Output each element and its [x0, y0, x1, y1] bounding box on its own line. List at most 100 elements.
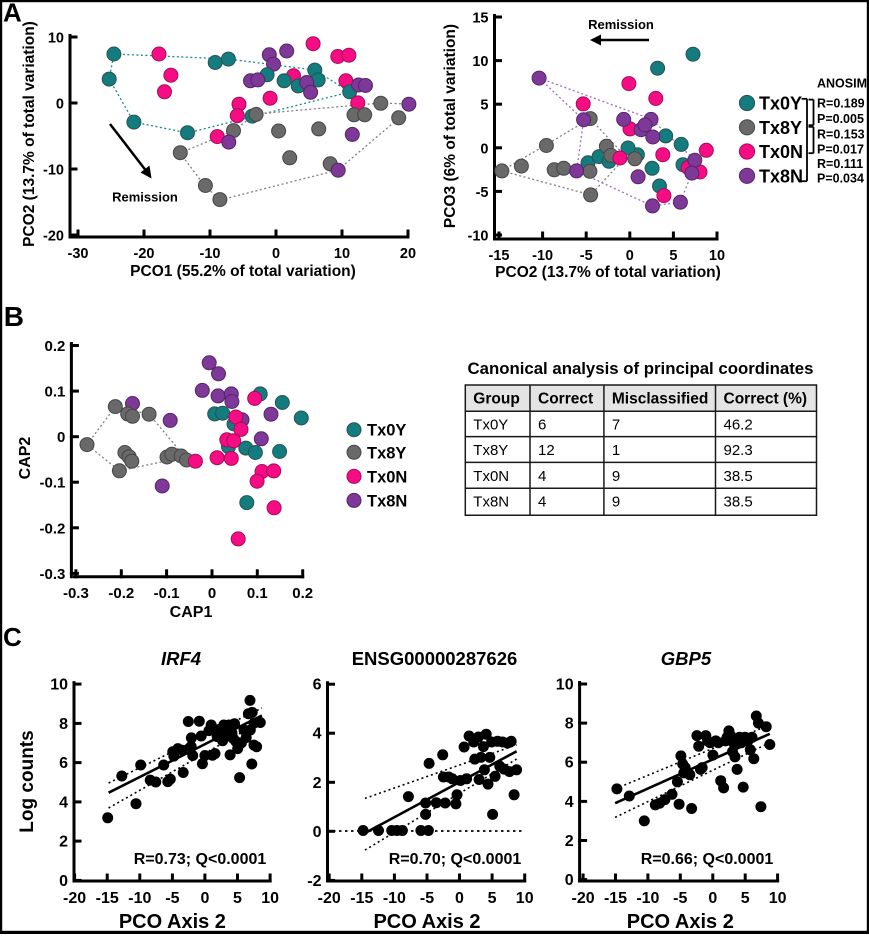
- svg-text:38.5: 38.5: [724, 494, 753, 511]
- svg-text:R=0.153: R=0.153: [817, 128, 865, 142]
- svg-text:Correct: Correct: [538, 391, 593, 408]
- svg-text:-10: -10: [200, 246, 221, 262]
- svg-text:10: 10: [50, 677, 68, 694]
- svg-text:38.5: 38.5: [724, 468, 753, 485]
- svg-text:0: 0: [272, 246, 280, 262]
- svg-text:4: 4: [59, 794, 68, 811]
- svg-text:-5: -5: [580, 248, 593, 264]
- svg-text:Remission: Remission: [112, 190, 178, 205]
- svg-text:-15: -15: [96, 890, 119, 907]
- svg-text:8: 8: [565, 716, 574, 733]
- svg-text:15: 15: [472, 11, 488, 27]
- svg-text:R=0.73; Q<0.0001: R=0.73; Q<0.0001: [134, 851, 267, 868]
- svg-text:0: 0: [59, 873, 68, 890]
- svg-text:Canonical analysis of principa: Canonical analysis of principal coordina…: [468, 359, 814, 378]
- svg-text:CAP1: CAP1: [170, 604, 213, 621]
- svg-text:-0.1: -0.1: [154, 585, 180, 602]
- svg-text:-0.1: -0.1: [40, 475, 66, 492]
- svg-text:A: A: [3, 0, 22, 28]
- svg-text:6: 6: [565, 755, 574, 772]
- svg-text:10: 10: [769, 890, 787, 907]
- svg-text:Tx0Y: Tx0Y: [759, 94, 802, 114]
- svg-text:10: 10: [472, 54, 488, 70]
- svg-text:7: 7: [612, 417, 620, 434]
- svg-text:-10: -10: [43, 163, 64, 179]
- svg-text:PCO Axis 2: PCO Axis 2: [627, 911, 734, 933]
- svg-text:-0.2: -0.2: [40, 520, 66, 537]
- svg-text:-10: -10: [383, 890, 406, 907]
- svg-text:Tx8Y: Tx8Y: [759, 118, 802, 138]
- svg-text:Tx0Y: Tx0Y: [473, 417, 508, 434]
- svg-text:ENSG00000287626: ENSG00000287626: [352, 648, 518, 669]
- svg-text:Group: Group: [473, 391, 520, 408]
- svg-text:GBP5: GBP5: [661, 648, 712, 669]
- svg-text:0: 0: [313, 824, 322, 841]
- svg-text:Tx0Y: Tx0Y: [367, 422, 406, 440]
- svg-text:0: 0: [708, 890, 717, 907]
- svg-text:10: 10: [556, 677, 574, 694]
- svg-text:6: 6: [538, 417, 546, 434]
- svg-text:C: C: [3, 622, 22, 652]
- svg-text:R=0.70; Q<0.0001: R=0.70; Q<0.0001: [389, 851, 522, 868]
- svg-text:0: 0: [56, 97, 64, 113]
- svg-text:4: 4: [313, 726, 322, 743]
- svg-text:2: 2: [59, 834, 68, 851]
- svg-text:10: 10: [709, 248, 725, 264]
- svg-text:-0.3: -0.3: [63, 585, 89, 602]
- svg-text:CAP2: CAP2: [17, 437, 34, 480]
- svg-text:PCO1 (55.2% of total variation: PCO1 (55.2% of total variation): [130, 263, 356, 280]
- svg-text:PCO3 (6% of total variation): PCO3 (6% of total variation): [442, 24, 459, 228]
- svg-text:5: 5: [741, 890, 750, 907]
- svg-text:4: 4: [538, 494, 546, 511]
- svg-text:9: 9: [612, 468, 620, 485]
- svg-text:-15: -15: [489, 248, 510, 264]
- svg-text:PCO2 (13.7% of total variation: PCO2 (13.7% of total variation): [495, 264, 721, 281]
- svg-text:92.3: 92.3: [724, 442, 753, 459]
- svg-text:PCO Axis 2: PCO Axis 2: [373, 911, 480, 933]
- svg-text:0: 0: [480, 141, 488, 157]
- svg-text:0.1: 0.1: [45, 384, 66, 401]
- svg-text:-5: -5: [673, 890, 687, 907]
- svg-text:2: 2: [565, 833, 574, 850]
- svg-text:Tx8N: Tx8N: [759, 166, 803, 186]
- svg-text:5: 5: [488, 890, 497, 907]
- svg-text:-20: -20: [318, 890, 341, 907]
- svg-text:0.2: 0.2: [292, 585, 313, 602]
- svg-text:-5: -5: [476, 185, 489, 201]
- svg-text:6: 6: [313, 677, 322, 694]
- svg-text:20: 20: [400, 246, 416, 262]
- svg-text:P=0.017: P=0.017: [817, 143, 864, 157]
- svg-text:Tx0N: Tx0N: [473, 468, 509, 485]
- svg-text:0: 0: [455, 890, 464, 907]
- svg-text:10: 10: [334, 246, 350, 262]
- svg-text:Tx8Y: Tx8Y: [473, 442, 508, 459]
- svg-text:R=0.66; Q<0.0001: R=0.66; Q<0.0001: [641, 851, 774, 868]
- svg-text:Log counts: Log counts: [17, 730, 38, 832]
- svg-text:46.2: 46.2: [724, 417, 753, 434]
- svg-text:9: 9: [612, 494, 620, 511]
- svg-text:-20: -20: [43, 229, 64, 245]
- svg-text:-15: -15: [604, 890, 627, 907]
- svg-text:-0.3: -0.3: [40, 566, 66, 583]
- svg-text:0.1: 0.1: [247, 585, 268, 602]
- svg-text:-0.2: -0.2: [108, 585, 134, 602]
- svg-text:-10: -10: [128, 890, 151, 907]
- svg-text:Tx8N: Tx8N: [473, 494, 509, 511]
- svg-text:-20: -20: [572, 890, 595, 907]
- svg-text:-30: -30: [68, 246, 89, 262]
- svg-text:-5: -5: [420, 890, 434, 907]
- svg-text:IRF4: IRF4: [161, 648, 201, 669]
- svg-text:-5: -5: [165, 890, 179, 907]
- svg-text:6: 6: [59, 755, 68, 772]
- svg-text:Tx0N: Tx0N: [367, 468, 407, 486]
- svg-text:10: 10: [516, 890, 534, 907]
- svg-text:-20: -20: [134, 246, 155, 262]
- svg-text:P=0.005: P=0.005: [817, 112, 864, 126]
- svg-text:8: 8: [59, 716, 68, 733]
- svg-text:4: 4: [565, 794, 574, 811]
- svg-text:0: 0: [626, 248, 634, 264]
- svg-text:Remission: Remission: [588, 17, 654, 32]
- svg-text:-20: -20: [63, 890, 86, 907]
- svg-text:Tx8N: Tx8N: [367, 492, 407, 510]
- svg-text:0: 0: [200, 890, 209, 907]
